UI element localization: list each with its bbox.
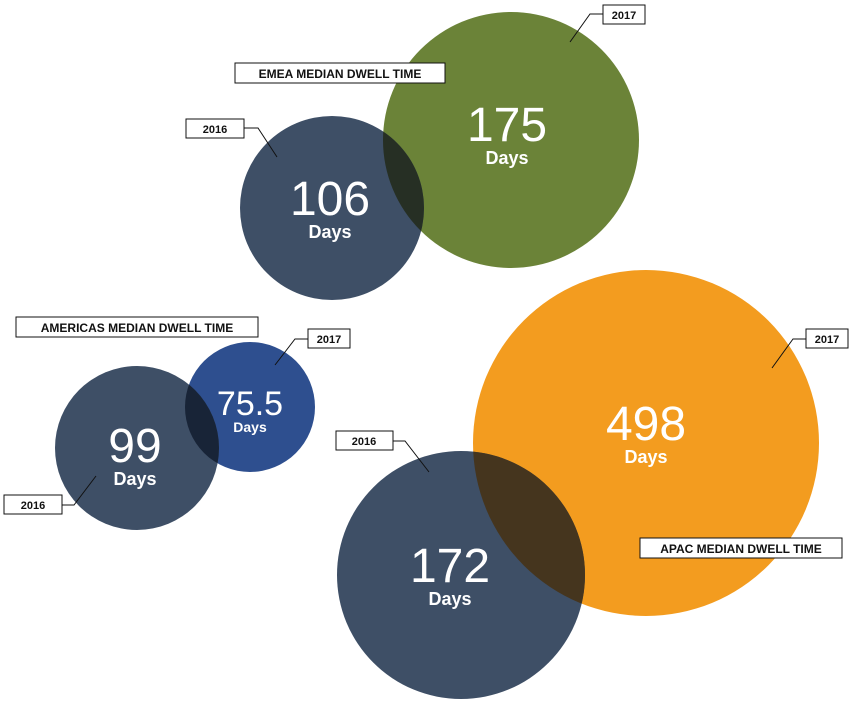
apac-2017-unit: Days — [624, 447, 667, 467]
americas-2017-tag — [307, 328, 351, 349]
emea-2016-year: 2016 — [203, 124, 227, 136]
emea-title: EMEA MEDIAN DWELL TIME — [259, 67, 422, 81]
apac-2016-tag — [335, 430, 394, 451]
americas-2016-leader — [62, 475, 97, 506]
emea-2017-value: 175 — [467, 99, 547, 152]
apac-group: 498 Days 172 Days APAC MEDIAN DWELL TIME… — [335, 270, 849, 699]
apac-2016-year: 2016 — [352, 436, 376, 448]
apac-2017-tag — [805, 328, 849, 349]
emea-2017-leader — [569, 13, 603, 43]
apac-title-box — [639, 537, 843, 559]
apac-2016-value: 172 — [410, 540, 490, 593]
emea-2016-unit: Days — [308, 222, 351, 242]
americas-2016-year: 2016 — [21, 500, 45, 512]
emea-2016-leader — [244, 127, 278, 158]
apac-2017-value: 498 — [606, 398, 686, 451]
apac-2017-year: 2017 — [815, 334, 839, 346]
apac-2016-leader — [393, 440, 430, 473]
americas-title-box — [15, 316, 259, 338]
emea-2017-tag — [602, 4, 646, 25]
americas-2016-unit: Days — [113, 469, 156, 489]
americas-2016-tag — [3, 494, 63, 515]
americas-title: AMERICAS MEDIAN DWELL TIME — [41, 321, 233, 335]
emea-group: 175 Days 106 Days EMEA MEDIAN DWELL TIME… — [185, 4, 646, 300]
apac-overlap — [473, 451, 585, 616]
apac-2017-leader — [771, 338, 806, 369]
americas-group: 75.5 Days 99 Days AMERICAS MEDIAN DWELL … — [3, 316, 351, 530]
apac-2016-unit: Days — [428, 589, 471, 609]
americas-2016-value: 99 — [108, 420, 161, 473]
emea-2017-unit: Days — [485, 148, 528, 168]
americas-2017-value: 75.5 — [217, 385, 283, 423]
emea-2016-bubble — [240, 116, 424, 300]
americas-2016-bubble — [55, 366, 219, 530]
emea-2016-value: 106 — [290, 173, 370, 226]
americas-2017-year: 2017 — [317, 334, 341, 346]
emea-2016-tag — [185, 118, 245, 139]
emea-2017-year: 2017 — [612, 10, 636, 22]
emea-2017-bubble — [383, 12, 639, 268]
emea-title-box — [234, 62, 446, 84]
americas-2017-leader — [274, 338, 308, 366]
apac-title: APAC MEDIAN DWELL TIME — [660, 542, 822, 556]
americas-2017-unit: Days — [233, 419, 267, 435]
